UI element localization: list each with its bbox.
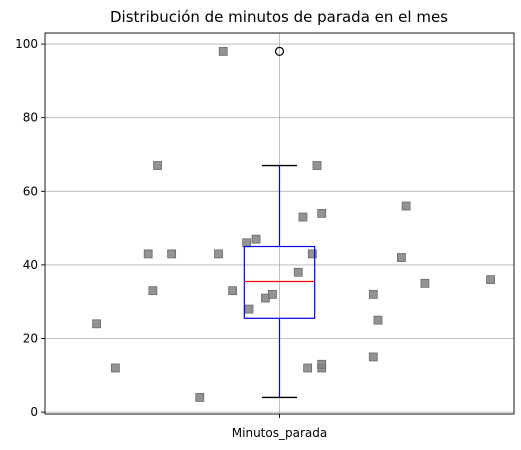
data-point (420, 278, 430, 288)
data-point (307, 249, 317, 259)
data-point (401, 201, 411, 211)
y-tick-label: 20 (23, 332, 38, 346)
box-iqr (243, 245, 316, 319)
y-tick-label: 40 (23, 258, 38, 272)
x-tick-label: Minutos_parada (232, 426, 327, 440)
data-point (228, 286, 238, 296)
grid-layer (45, 33, 514, 414)
data-point (373, 315, 383, 325)
outlier-point (274, 46, 285, 57)
boxplot (243, 46, 316, 399)
data-point (303, 363, 313, 373)
data-point (293, 267, 303, 277)
data-point (167, 249, 177, 259)
tick-layer: 0 20 40 60 80 100 Minutos_parada (15, 37, 327, 440)
data-point (486, 275, 495, 285)
data-point (195, 393, 205, 402)
chart-title: Distribución de minutos de parada en el … (110, 8, 448, 26)
data-point (368, 289, 378, 299)
data-point (368, 352, 378, 362)
data-point (298, 212, 308, 222)
data-point (92, 319, 101, 329)
y-tick-label: 0 (30, 405, 38, 419)
points-layer (92, 47, 495, 402)
data-point (242, 238, 252, 248)
data-point (214, 249, 223, 259)
data-point (397, 253, 406, 262)
data-point (268, 289, 277, 299)
data-point (110, 363, 120, 373)
data-point (143, 249, 153, 259)
data-point (317, 359, 327, 369)
y-tick-label: 60 (23, 184, 38, 198)
data-point (218, 47, 228, 56)
data-point (148, 286, 158, 296)
data-point (312, 161, 322, 170)
data-point (244, 304, 254, 314)
data-point (251, 234, 261, 244)
data-point (317, 208, 327, 218)
y-tick-label: 80 (23, 111, 38, 125)
data-point (153, 161, 162, 170)
y-tick-label: 100 (15, 37, 38, 51)
